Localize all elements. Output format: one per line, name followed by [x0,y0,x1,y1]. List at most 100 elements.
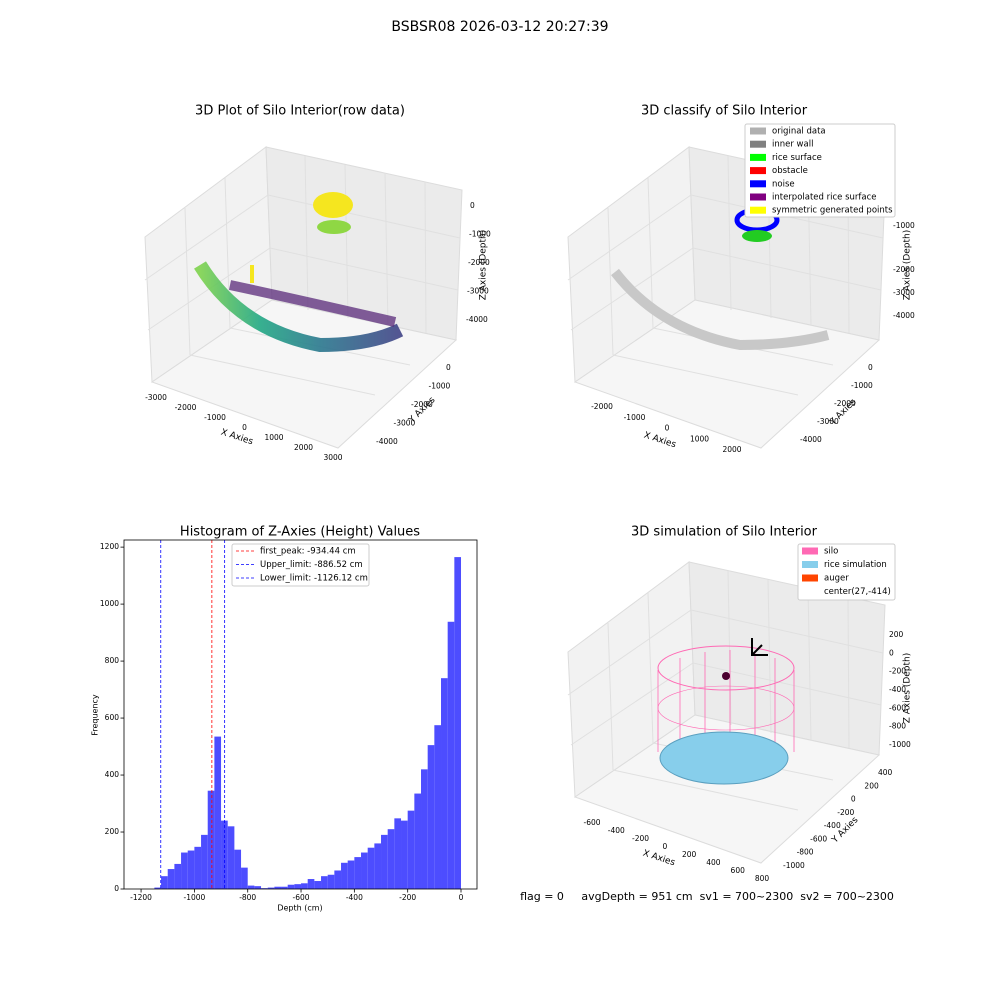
bar [407,810,415,889]
axis-label: Z Axies (Depth) [903,653,913,724]
bar [227,826,235,889]
tick-label: -600 [583,818,600,827]
bar [267,887,275,889]
bar [367,847,375,889]
bar [334,870,342,889]
tick-label: -2000 [591,402,613,411]
legend-swatch [750,193,766,201]
bar [154,887,162,889]
x-tick-label: -400 [346,893,363,902]
tick-label: -1000 [429,382,451,391]
tick-label: -2000 [834,399,856,408]
x-tick-label: -600 [293,893,310,902]
x-tick-label: -1000 [183,893,205,902]
legend-label: rice surface [772,153,822,163]
bar [274,886,282,889]
bar [314,881,322,889]
legend-label: rice simulation [824,560,887,570]
bar [427,745,435,889]
tick-label: 0 [889,648,894,657]
tick-label: -4000 [893,311,915,320]
tick-label: 400 [706,858,721,867]
bar [307,879,315,889]
panel-title: 3D Plot of Silo Interior(row data) [195,104,405,119]
bar [434,725,442,889]
tick-label: 200 [889,630,904,639]
panel-title: 3D simulation of Silo Interior [631,525,818,540]
tick-label: -3000 [467,287,489,296]
bar [161,876,168,889]
tick-label: 0 [665,424,670,433]
tick-label: -1000 [204,413,226,422]
legend-label: noise [772,179,795,189]
bar [381,834,388,889]
y-tick-label: 200 [105,827,120,836]
bar [347,860,355,889]
tick-label: 2000 [722,445,741,454]
tick-label: -4000 [800,435,822,444]
tick-label: -2000 [893,265,915,274]
legend-label: center(27,-414) [824,587,891,597]
legend-swatch [750,167,766,175]
bar [394,818,402,889]
tick-label: 600 [731,866,746,875]
y-tick-label: 1000 [100,599,119,608]
legend-label: symmetric generated points [772,206,893,216]
tick-label: 800 [755,874,770,883]
tick-label: -2000 [411,400,433,409]
bar [354,857,362,889]
axis-label: X Axies [642,431,677,451]
tick-label: -400 [824,821,841,830]
tick-label: 400 [878,768,893,777]
legend-label: first_peak: -934.44 cm [260,547,356,557]
legend-swatch [750,180,766,188]
tick-label: -200 [889,667,906,676]
y-tick-label: 400 [105,770,120,779]
y-tick-label: 1200 [100,542,119,551]
bar [221,820,228,889]
bar [181,852,188,889]
tick-label: -3000 [893,288,915,297]
tick-label: 1000 [264,433,283,442]
tick-label: -400 [889,685,906,694]
bar [194,846,202,889]
tick-label: -3000 [394,419,416,428]
bar [441,678,448,889]
bar [247,885,255,889]
tick-label: -200 [837,808,854,817]
bar [254,886,262,889]
legend-swatch [802,561,818,568]
legend-label: auger [824,574,849,584]
legend-label: Upper_limit: -886.52 cm [260,560,363,570]
tick-label: 0 [470,201,475,210]
tick-label: -600 [889,703,906,712]
axis-label: Z Axies (Depth) [903,230,913,301]
axis-label: Y Axies [830,815,861,846]
tick-label: 200 [682,850,697,859]
bar [447,621,455,889]
legend-swatch [750,153,766,161]
y-tick-label: 600 [105,713,120,722]
legend-label: Lower_limit: -1126.12 cm [260,574,368,584]
legend-box [231,543,370,587]
legend-swatch [750,140,766,148]
y-tick-label: 0 [114,884,119,893]
tick-label: 2000 [294,443,313,452]
tick-label: -4000 [466,315,488,324]
histogram: Histogram of Z-Axies (Height) Values Dep… [91,525,478,913]
legend-label: silo [824,547,838,557]
x-tick-label: 0 [459,893,464,902]
legend-label: inner wall [772,140,813,150]
axis-label: X Axies [641,849,676,869]
tick-label: -4000 [376,437,398,446]
bar [454,557,462,889]
bar [361,852,368,889]
axis-label: Z Axies (Depth) [479,230,489,301]
tick-label: 0 [851,795,856,804]
tick-label: 3000 [323,453,342,462]
tick-label: -1000 [624,413,646,422]
y-axis-label: Frequency [91,694,100,736]
tick-label: -2000 [468,258,490,267]
tick-label: -1000 [469,230,491,239]
